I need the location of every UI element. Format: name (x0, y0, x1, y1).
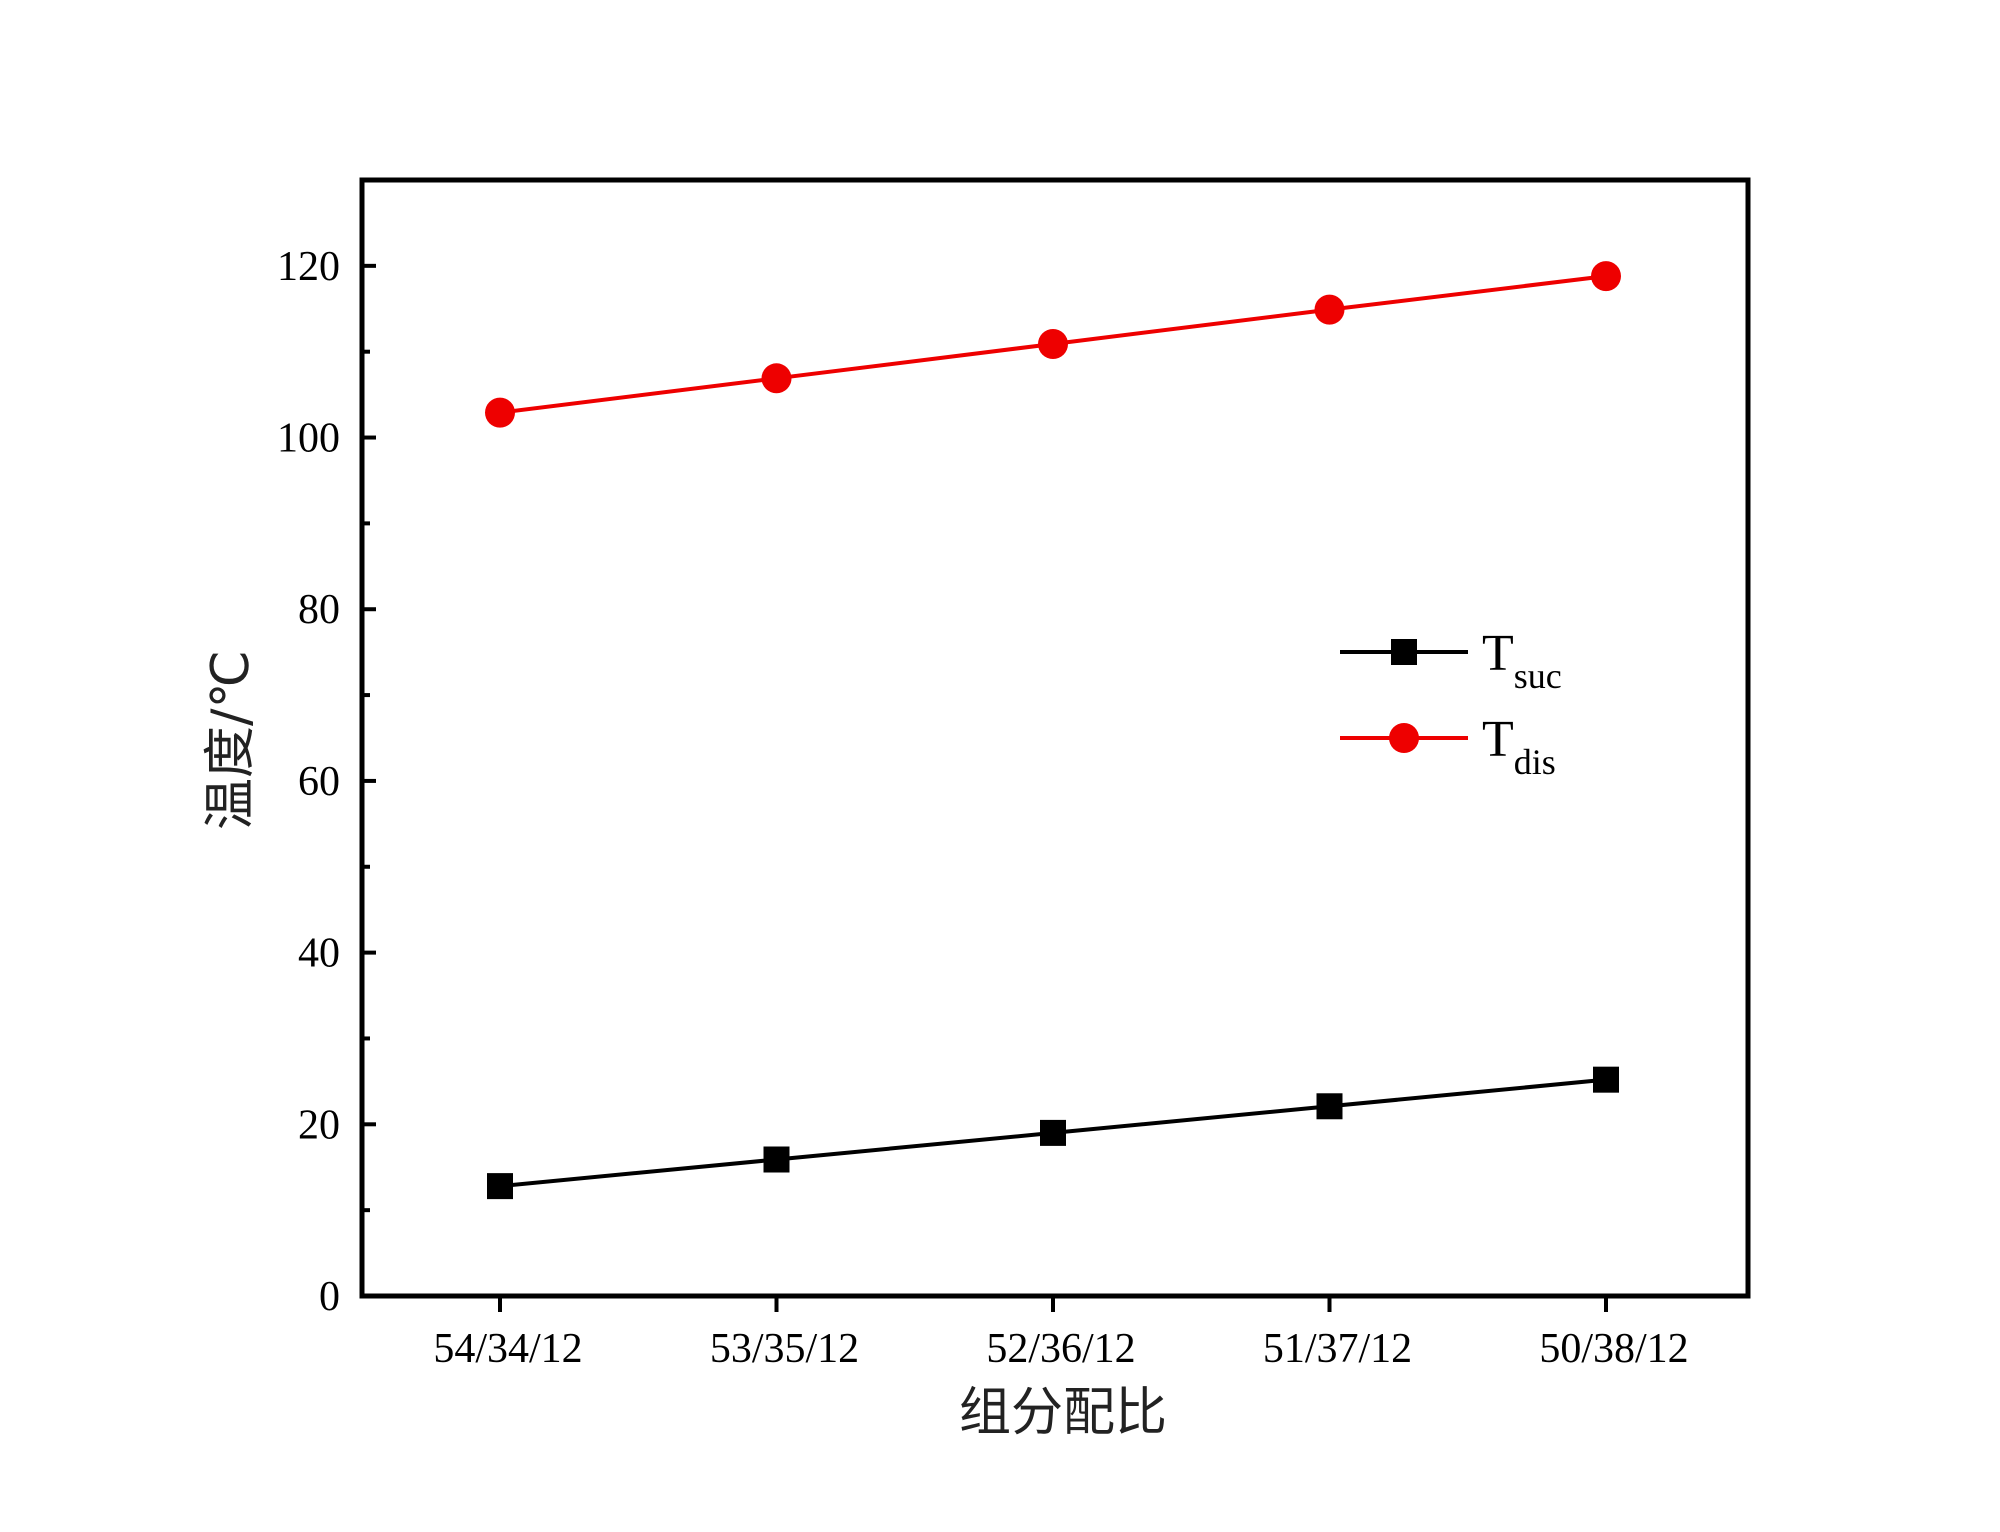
data-point-suc (487, 1173, 513, 1200)
y-tick-label: 60 (298, 759, 340, 805)
y-axis-title: 温度/℃ (201, 650, 261, 830)
data-point-suc (763, 1146, 790, 1173)
legend-label-subscript: suc (1514, 656, 1562, 696)
y-tick-label: 20 (298, 1102, 340, 1148)
x-tick-label: 50/38/12 (1539, 1326, 1688, 1372)
legend-label-suc: Tsuc (1482, 625, 1562, 696)
data-point-suc (1040, 1119, 1066, 1146)
x-tick-label: 53/35/12 (710, 1326, 859, 1372)
legend-label-subscript: dis (1514, 742, 1556, 782)
x-axis-title: 组分配比 (959, 1383, 1167, 1443)
y-tick-label: 120 (277, 244, 340, 290)
legend-marker-dis (1389, 723, 1419, 753)
legend-label-main: T (1482, 711, 1514, 768)
y-tick-label: 40 (298, 931, 340, 977)
legend-marker-suc (1391, 639, 1417, 665)
x-tick-label: 54/34/12 (433, 1326, 582, 1372)
data-point-dis (1591, 261, 1621, 292)
data-point-suc (1316, 1093, 1343, 1120)
data-point-dis (1314, 294, 1345, 325)
x-tick-label: 52/36/12 (986, 1326, 1135, 1372)
data-point-dis (1038, 328, 1068, 359)
y-tick-label: 0 (319, 1274, 340, 1320)
y-tick-label: 80 (298, 587, 340, 633)
plot-area: 0 20 40 60 80 100 120 54/34/12 53/35/12 52/36/12 5… (201, 177, 1751, 1443)
data-point-dis (485, 397, 515, 428)
x-tick-label: 51/37/12 (1263, 1326, 1412, 1372)
data-point-suc (1593, 1066, 1619, 1093)
y-tick-label: 100 (277, 416, 340, 462)
data-point-dis (761, 363, 792, 394)
legend-label-dis: Tdis (1482, 711, 1556, 782)
legend-label-main: T (1482, 625, 1514, 682)
